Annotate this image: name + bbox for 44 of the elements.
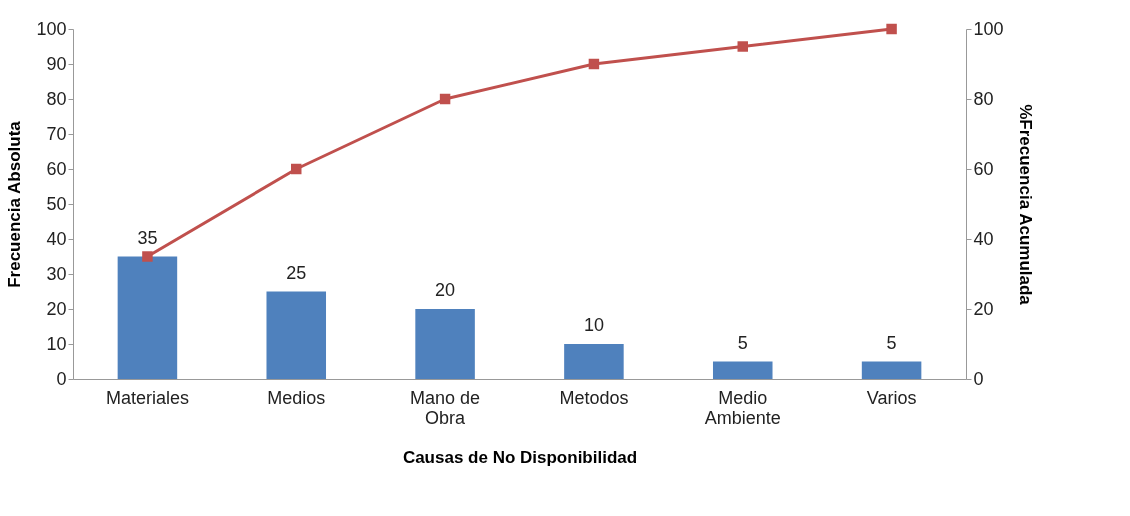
bar	[861, 361, 922, 379]
y-tick-label: 40	[46, 228, 67, 249]
point	[439, 93, 451, 105]
data-label: 20	[435, 280, 456, 300]
point	[737, 41, 748, 52]
data-label: 25	[286, 262, 307, 283]
y2-tick-label: 0	[973, 368, 984, 389]
x-tick-label: Medios	[267, 387, 326, 408]
bar	[564, 344, 624, 379]
x-tick-label: Medio Ambiente	[704, 387, 781, 428]
y-tick-label: 60	[46, 158, 67, 179]
y-axis-title: Frecuencia Absoluta	[5, 120, 25, 288]
y-tick-label: 20	[46, 298, 67, 319]
y-tick-label: 80	[46, 88, 67, 109]
data-label: 35	[137, 227, 158, 248]
point	[291, 163, 302, 175]
bar	[117, 256, 178, 379]
y-tick-label: 30	[46, 263, 67, 284]
y2-tick-label: 40	[973, 228, 994, 249]
point	[142, 251, 153, 262]
data-label: 5	[737, 332, 748, 353]
x-tick-label: Metodos	[559, 387, 629, 408]
bar	[266, 291, 327, 379]
bar	[415, 309, 475, 379]
y-tick-label: 0	[56, 368, 67, 389]
x-tick-label: Materiales	[105, 387, 189, 408]
y2-tick-label: 60	[973, 158, 994, 179]
data-label: 10	[583, 315, 604, 335]
point	[886, 23, 897, 35]
x-axis-title: Causas de No Disponibilidad	[402, 447, 638, 467]
point	[588, 58, 600, 70]
x-tick-label: Varios	[866, 387, 917, 408]
y-tick-label: 70	[46, 123, 67, 144]
y2-tick-label: 80	[973, 88, 994, 109]
y2-tick-label: 100	[973, 18, 1004, 39]
y-tick-label: 90	[46, 53, 67, 74]
y-tick-label: 10	[46, 333, 67, 354]
x-tick-label: Mano de Obra	[410, 387, 481, 428]
y-tick-label: 100	[36, 18, 67, 39]
y-tick-label: 50	[46, 193, 67, 214]
y2-tick-label: 20	[973, 298, 994, 319]
y2-axis-title: %Frecuencia Acumulada	[1015, 104, 1035, 306]
bar	[712, 361, 773, 379]
data-label: 5	[886, 332, 897, 353]
